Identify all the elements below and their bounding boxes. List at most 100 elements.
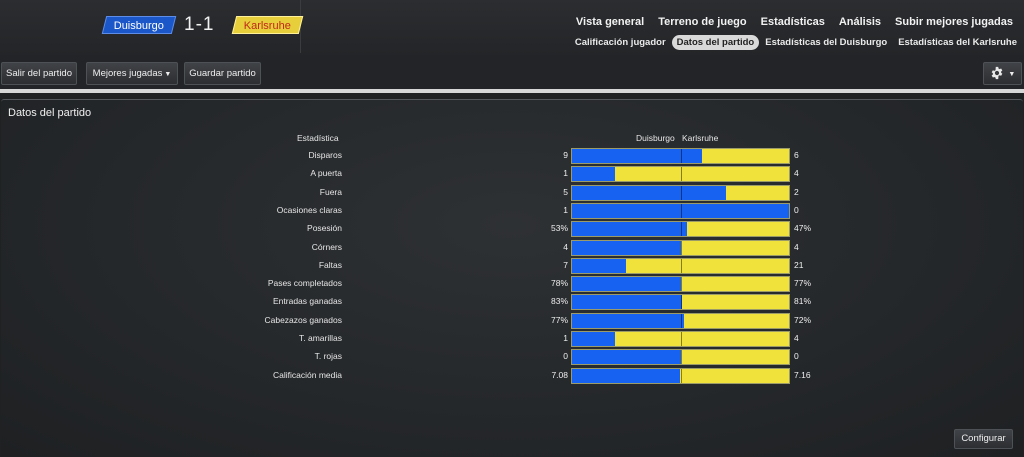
midline	[681, 149, 682, 163]
tab-away-stats[interactable]: Estadísticas del Karlsruhe	[898, 37, 1017, 48]
comparison-bar	[571, 349, 790, 366]
home-share-fill	[572, 203, 789, 218]
away-column-header: Karlsruhe	[682, 133, 719, 143]
home-share-fill	[572, 350, 681, 365]
gear-icon	[991, 67, 1003, 80]
comparison-bar	[571, 166, 790, 183]
stat-row: Pases completados 78% 77%	[0, 276, 1024, 293]
chevron-down-icon: ▼	[164, 71, 172, 78]
midline	[681, 240, 682, 255]
tab-match-stats[interactable]: Datos del partido	[671, 35, 760, 50]
home-share-fill	[572, 258, 627, 273]
stat-label: Entradas ganadas	[273, 296, 342, 307]
home-value: 77%	[550, 314, 568, 325]
midline	[681, 350, 682, 365]
stat-label: Disparos	[308, 150, 342, 160]
home-value: 7.08	[551, 369, 568, 380]
stat-row: A puerta 1 4	[0, 166, 1024, 183]
away-value: 47%	[794, 223, 812, 234]
home-column-header: Duisburgo	[636, 133, 675, 143]
comparison-bar	[571, 367, 790, 384]
stat-label: Pases completados	[267, 278, 342, 289]
stat-row: Faltas 7 21	[0, 257, 1024, 274]
stat-row: Fuera 5 2	[0, 184, 1024, 201]
chevron-down-icon: ▼	[1008, 71, 1016, 78]
away-value: 6	[794, 150, 799, 160]
away-value: 21	[794, 259, 804, 270]
away-value: 4	[794, 168, 799, 179]
away-value: 0	[794, 204, 799, 215]
home-value: 4	[563, 241, 568, 252]
settings-button[interactable]: ▼	[983, 62, 1022, 85]
comparison-bar	[571, 184, 790, 201]
home-value: 1	[563, 333, 568, 343]
midline	[681, 167, 682, 182]
tab-home-stats[interactable]: Estadísticas del Duisburgo	[765, 37, 888, 48]
home-team-badge[interactable]: Duisburgo	[101, 16, 177, 34]
highlights-dropdown-button[interactable]: Mejores jugadas ▼	[86, 62, 178, 85]
home-value: 83%	[550, 296, 568, 307]
stat-column-header: Estadística	[297, 133, 339, 143]
away-value: 2	[794, 186, 799, 197]
nav-overview[interactable]: Vista general	[575, 16, 645, 28]
home-share-fill	[572, 295, 682, 310]
match-score: 1-1	[184, 14, 215, 35]
comparison-bar	[571, 239, 790, 256]
midline	[681, 277, 682, 292]
stat-row: T. amarillas 1 4	[0, 331, 1024, 347]
stat-row: Disparos 9 6	[0, 148, 1024, 164]
home-value: 0	[563, 351, 568, 362]
home-value: 78%	[550, 278, 568, 289]
away-value: 0	[794, 351, 799, 362]
home-value: 53%	[550, 223, 568, 234]
comparison-bar	[571, 312, 790, 329]
nav-statistics[interactable]: Estadísticas	[760, 16, 825, 28]
midline	[681, 203, 682, 218]
away-value: 4	[794, 333, 799, 343]
away-value: 72%	[794, 314, 812, 325]
exit-match-button[interactable]: Salir del partido	[1, 62, 77, 85]
stat-label: Ocasiones claras	[276, 204, 342, 215]
home-value: 7	[563, 259, 568, 270]
stat-label: T. rojas	[314, 351, 342, 362]
stat-label: Cabezazos ganados	[264, 314, 342, 325]
away-value: 77%	[794, 278, 812, 289]
stat-label: Posesión	[307, 223, 342, 234]
home-share-fill	[572, 368, 680, 383]
primary-nav: Vista general Terreno de juego Estadísti…	[569, 16, 1020, 28]
away-team-badge[interactable]: Karlsruhe	[231, 16, 304, 34]
home-value: 9	[563, 150, 568, 160]
midline	[681, 258, 682, 273]
away-value: 7.16	[794, 369, 811, 380]
stat-label: T. amarillas	[299, 333, 342, 343]
nav-upload-highlights[interactable]: Subir mejores jugadas	[895, 16, 1013, 28]
stat-row: Córners 4 4	[0, 239, 1024, 256]
highlights-label: Mejores jugadas	[92, 68, 163, 79]
midline	[681, 313, 682, 328]
configure-button[interactable]: Configurar	[954, 429, 1013, 449]
midline	[681, 185, 682, 200]
tab-player-ratings[interactable]: Calificación jugador	[574, 37, 666, 48]
nav-analysis[interactable]: Análisis	[838, 16, 882, 28]
stat-row: Cabezazos ganados 77% 72%	[0, 312, 1024, 329]
home-team-name: Duisburgo	[113, 20, 164, 32]
stat-row: Calificación media 7.08 7.16	[0, 367, 1024, 384]
stat-label: Faltas	[318, 259, 342, 270]
comparison-bar	[571, 276, 790, 293]
away-value: 81%	[794, 296, 812, 307]
stat-row: Ocasiones claras 1 0	[0, 202, 1024, 219]
comparison-bar	[571, 331, 790, 347]
home-share-fill	[572, 277, 682, 292]
save-match-button[interactable]: Guardar partido	[184, 62, 261, 85]
stat-row: T. rojas 0 0	[0, 349, 1024, 366]
home-share-fill	[572, 185, 727, 200]
home-value: 1	[563, 168, 568, 179]
home-share-fill	[572, 313, 685, 328]
home-share-fill	[572, 332, 616, 346]
stat-row: Posesión 53% 47%	[0, 221, 1024, 238]
nav-pitch[interactable]: Terreno de juego	[658, 16, 747, 28]
home-share-fill	[572, 149, 703, 163]
away-value: 4	[794, 241, 799, 252]
home-value: 1	[563, 204, 568, 215]
stat-label: Córners	[311, 241, 342, 252]
